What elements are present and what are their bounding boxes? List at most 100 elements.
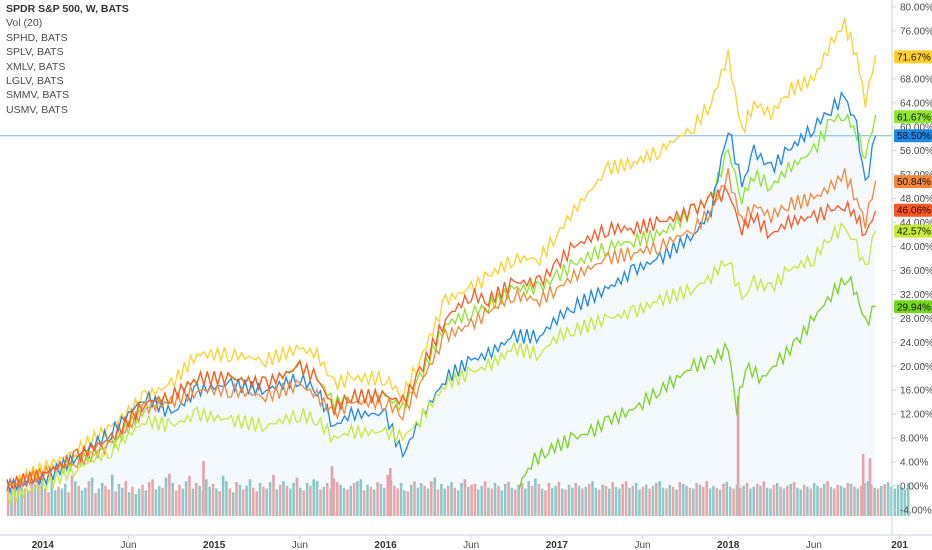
volume-bar xyxy=(40,481,43,516)
volume-bar xyxy=(158,485,161,517)
volume-bar xyxy=(812,483,816,516)
volume-bar xyxy=(782,488,786,516)
volume-bar xyxy=(403,490,406,516)
price-axis[interactable]: 80.00%76.00%72.00%68.00%64.00%60.00%56.0… xyxy=(892,3,932,517)
volume-bar xyxy=(238,484,242,516)
volume-bar xyxy=(362,490,366,516)
volume-bar xyxy=(554,485,557,517)
volume-bar xyxy=(262,486,265,516)
volume-bar xyxy=(241,489,245,516)
price-tick-label: 4.00% xyxy=(900,458,928,469)
volume-bar xyxy=(702,486,705,516)
volume-bar xyxy=(856,488,860,516)
volume-bar xyxy=(161,487,164,516)
volume-bar xyxy=(490,488,494,516)
price-tick-label: 32.00% xyxy=(900,290,932,301)
time-tick-label: 201 xyxy=(891,540,908,550)
volume-bar xyxy=(537,483,541,516)
volume-bar xyxy=(292,483,295,516)
volume-bar xyxy=(866,481,870,516)
legend-main-symbol[interactable]: SPDR S&P 500, W, BATS xyxy=(6,3,129,15)
volume-bar xyxy=(510,487,514,516)
volume-bar xyxy=(231,492,235,516)
volume-bar xyxy=(577,485,581,517)
volume-bar xyxy=(43,488,47,516)
volume-bar xyxy=(796,487,799,516)
series-line[interactable] xyxy=(6,184,877,493)
series-line[interactable] xyxy=(6,168,877,489)
volume-bar xyxy=(399,483,403,516)
volume-bar xyxy=(319,489,322,516)
volume-bar xyxy=(205,479,208,516)
volume-bar xyxy=(886,482,890,516)
volume-bar xyxy=(618,488,621,516)
legend-splv[interactable]: SPLV, BATS xyxy=(6,46,64,59)
volume-bar xyxy=(587,483,591,516)
volume-bar xyxy=(574,483,577,516)
volume-bar xyxy=(272,474,275,517)
volume-bar xyxy=(137,488,141,516)
volume-bar xyxy=(816,485,819,517)
volume-bar xyxy=(712,485,715,517)
volume-bar xyxy=(285,485,289,517)
volume-bar xyxy=(792,482,796,516)
volume-bar xyxy=(305,483,309,516)
volume-bar xyxy=(739,487,742,516)
volume-bar xyxy=(37,477,40,516)
volume-bar xyxy=(456,490,460,516)
volume-bar xyxy=(833,488,836,516)
time-axis[interactable]: 2014 Jun 2015 Jun 2016 Jun 2017 Jun 2018 Jun 201 xyxy=(32,535,909,550)
volume-bar xyxy=(302,490,305,516)
volume-bar xyxy=(688,487,692,516)
volume-bar xyxy=(151,479,154,516)
volume-bar xyxy=(477,489,480,516)
volume-bar xyxy=(742,485,745,517)
volume-bar xyxy=(507,482,510,516)
volume-bar xyxy=(423,485,426,517)
volume-bar xyxy=(641,486,645,516)
volume-bar xyxy=(527,481,530,516)
series-line[interactable] xyxy=(6,17,877,487)
legend-smmv[interactable]: SMMV, BATS xyxy=(6,89,70,102)
volume-bar xyxy=(208,486,211,516)
volume-bar xyxy=(379,483,383,516)
volume-bar xyxy=(184,481,188,516)
volume-bar xyxy=(822,483,826,516)
volume-bar xyxy=(124,481,127,516)
volume-bar xyxy=(836,484,839,516)
volume-bar xyxy=(265,488,268,516)
legend-sphd[interactable]: SPHD, BATS xyxy=(6,31,68,44)
time-tick-label: 2018 xyxy=(717,540,740,550)
volume-bar xyxy=(594,487,598,516)
volume-bar xyxy=(27,490,30,516)
legend-usmv[interactable]: USMV, BATS xyxy=(6,103,68,116)
volume-bar xyxy=(235,482,238,516)
volume-bar xyxy=(883,483,886,516)
volume-bar xyxy=(718,489,722,516)
legend-lglv[interactable]: LGLV, BATS xyxy=(6,75,64,88)
volume-bar xyxy=(168,473,171,516)
legend-xmlv[interactable]: XMLV, BATS xyxy=(6,60,66,73)
price-tick-label: 36.00% xyxy=(900,266,932,277)
last-value-label: 71.67% xyxy=(897,52,931,63)
legend-volume[interactable]: Vol (20) xyxy=(6,17,43,30)
volume-bar xyxy=(366,484,369,516)
legend: SPDR S&P 500, W, BATS Vol (20) SPHD, BAT… xyxy=(6,2,129,117)
volume-bar xyxy=(900,487,903,516)
price-tick-label: 80.00% xyxy=(900,3,932,14)
volume-bar xyxy=(144,490,148,516)
volume-bar xyxy=(839,485,843,517)
volume-bar xyxy=(416,487,420,516)
volume-bar xyxy=(846,483,850,516)
volume-bar xyxy=(67,492,70,516)
volume-bar xyxy=(178,484,181,516)
volume-bar xyxy=(685,485,688,517)
series-lines xyxy=(6,17,877,504)
last-value-badges: 71.67% 61.67% 58.50% 50.84% 46.06% 42.57% 29.9… xyxy=(894,50,932,314)
volume-bar xyxy=(111,474,114,517)
volume-bar xyxy=(843,487,846,516)
volume-bar xyxy=(383,487,386,516)
series-line[interactable] xyxy=(518,275,876,490)
series-line[interactable] xyxy=(6,221,877,504)
